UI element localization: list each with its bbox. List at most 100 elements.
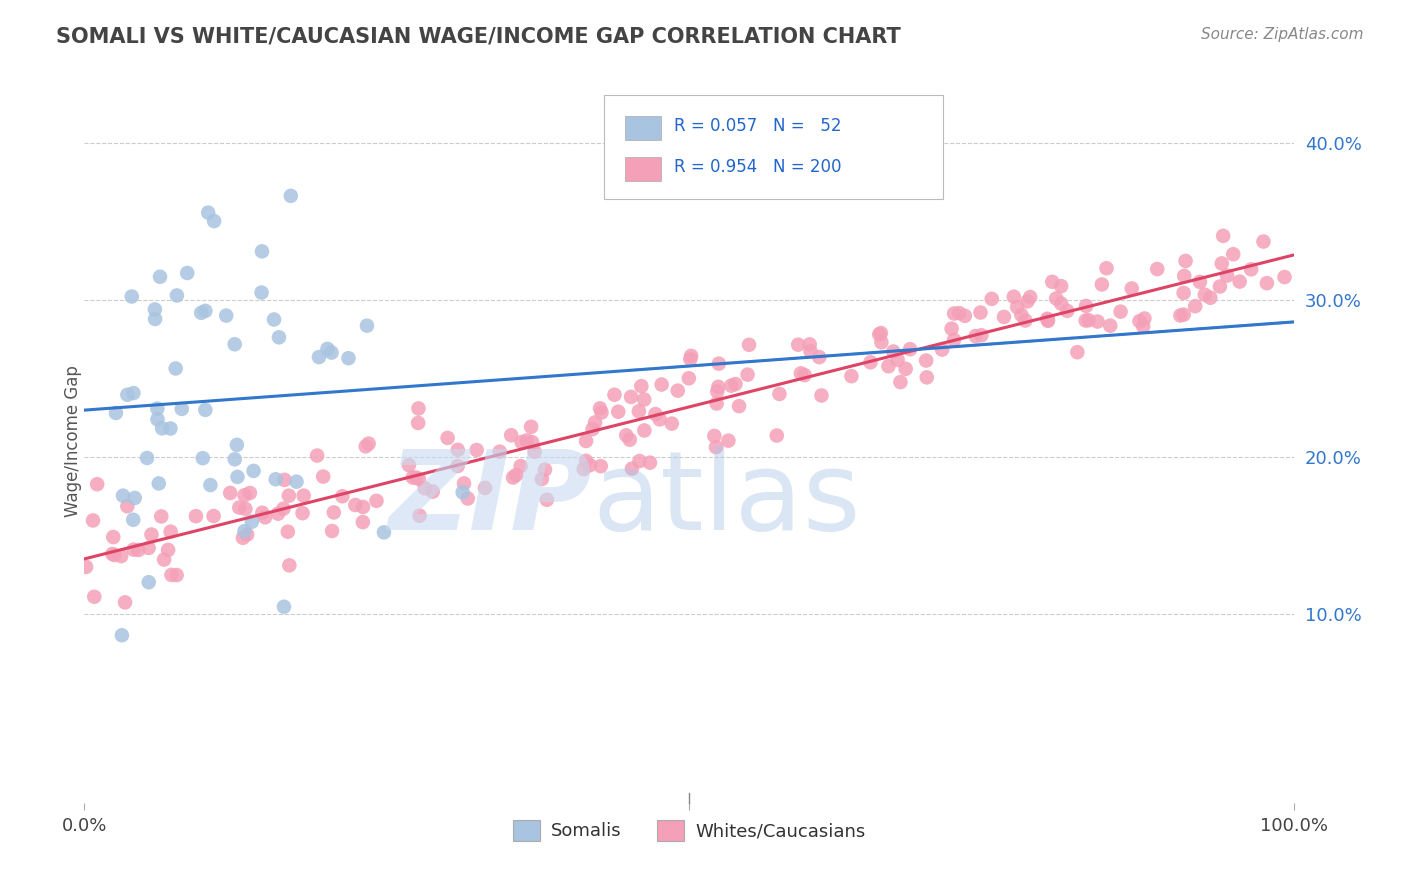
Point bbox=[1173, 285, 1195, 300]
Point bbox=[1253, 235, 1275, 249]
Point bbox=[931, 343, 953, 357]
Point bbox=[250, 285, 273, 300]
Point bbox=[589, 459, 612, 474]
Point bbox=[1050, 296, 1073, 310]
Point bbox=[717, 434, 740, 448]
Point bbox=[488, 444, 510, 458]
Point bbox=[114, 595, 136, 609]
Point bbox=[1199, 291, 1222, 305]
Point bbox=[943, 306, 966, 320]
Point bbox=[1212, 228, 1234, 243]
Point bbox=[117, 388, 139, 402]
Point bbox=[1222, 247, 1244, 261]
Text: R = 0.954   N = 200: R = 0.954 N = 200 bbox=[675, 158, 842, 176]
Point bbox=[1184, 299, 1206, 313]
Point bbox=[436, 431, 458, 445]
Point bbox=[291, 506, 314, 520]
Point bbox=[122, 386, 145, 401]
Point bbox=[127, 543, 149, 558]
Point bbox=[768, 387, 790, 401]
Point bbox=[841, 369, 863, 384]
Point bbox=[970, 328, 993, 343]
Point bbox=[1066, 345, 1088, 359]
Point bbox=[202, 509, 225, 524]
Point bbox=[474, 481, 496, 495]
Point bbox=[103, 530, 125, 544]
Point bbox=[728, 399, 751, 413]
Point bbox=[583, 416, 606, 430]
Legend: Somalis, Whites/Caucasians: Somalis, Whites/Caucasians bbox=[505, 813, 873, 848]
Point bbox=[993, 310, 1015, 324]
Point bbox=[233, 524, 256, 539]
Point bbox=[633, 424, 655, 438]
Point bbox=[332, 489, 354, 503]
Point bbox=[141, 527, 163, 541]
Point bbox=[870, 326, 893, 340]
Point bbox=[661, 417, 683, 431]
Point bbox=[224, 337, 246, 351]
Point bbox=[1050, 279, 1073, 293]
Point bbox=[620, 390, 643, 404]
Point bbox=[366, 493, 388, 508]
Point bbox=[124, 491, 146, 505]
Point bbox=[651, 377, 673, 392]
Point bbox=[1036, 313, 1059, 327]
Point bbox=[110, 549, 132, 563]
Point bbox=[1077, 313, 1099, 327]
Text: R = 0.057   N =   52: R = 0.057 N = 52 bbox=[675, 117, 842, 135]
Point bbox=[501, 428, 523, 442]
Point bbox=[1229, 275, 1251, 289]
Point bbox=[1211, 256, 1233, 270]
Point bbox=[228, 500, 250, 515]
Point bbox=[1188, 275, 1211, 289]
FancyBboxPatch shape bbox=[605, 95, 943, 200]
Point bbox=[589, 401, 612, 416]
FancyBboxPatch shape bbox=[624, 116, 661, 139]
Point bbox=[1133, 311, 1156, 326]
Point bbox=[953, 309, 976, 323]
Point bbox=[136, 450, 159, 465]
Point bbox=[190, 306, 212, 320]
Point bbox=[1173, 308, 1195, 322]
Point bbox=[678, 371, 700, 385]
Point bbox=[603, 388, 626, 402]
Point bbox=[451, 485, 474, 500]
Point bbox=[117, 500, 139, 514]
Point bbox=[534, 462, 557, 476]
Point bbox=[810, 388, 832, 402]
Point bbox=[1256, 276, 1278, 290]
Point bbox=[575, 434, 598, 448]
Point bbox=[620, 461, 643, 475]
Point bbox=[889, 375, 911, 389]
Point bbox=[707, 380, 730, 394]
Point bbox=[969, 305, 991, 319]
Point bbox=[83, 590, 105, 604]
Point bbox=[165, 361, 187, 376]
Point bbox=[1091, 277, 1114, 292]
Point bbox=[239, 486, 262, 500]
Point bbox=[143, 312, 166, 326]
Point bbox=[509, 459, 531, 474]
Point bbox=[720, 378, 742, 392]
Point bbox=[277, 524, 299, 539]
Point bbox=[457, 491, 479, 506]
Point bbox=[86, 477, 108, 491]
Point bbox=[235, 501, 257, 516]
Point bbox=[273, 473, 295, 487]
Point bbox=[264, 472, 287, 486]
Point bbox=[738, 338, 761, 352]
Text: atlas: atlas bbox=[592, 446, 860, 553]
Point bbox=[1132, 319, 1154, 334]
Point bbox=[148, 476, 170, 491]
Point bbox=[273, 599, 295, 614]
Point bbox=[1240, 262, 1263, 277]
Point bbox=[292, 489, 315, 503]
Point bbox=[1017, 294, 1039, 309]
Point bbox=[648, 412, 671, 426]
Point bbox=[886, 352, 908, 367]
Point bbox=[277, 489, 299, 503]
Point bbox=[402, 470, 425, 484]
Point bbox=[980, 292, 1002, 306]
Point bbox=[859, 355, 882, 369]
Point bbox=[581, 422, 603, 436]
